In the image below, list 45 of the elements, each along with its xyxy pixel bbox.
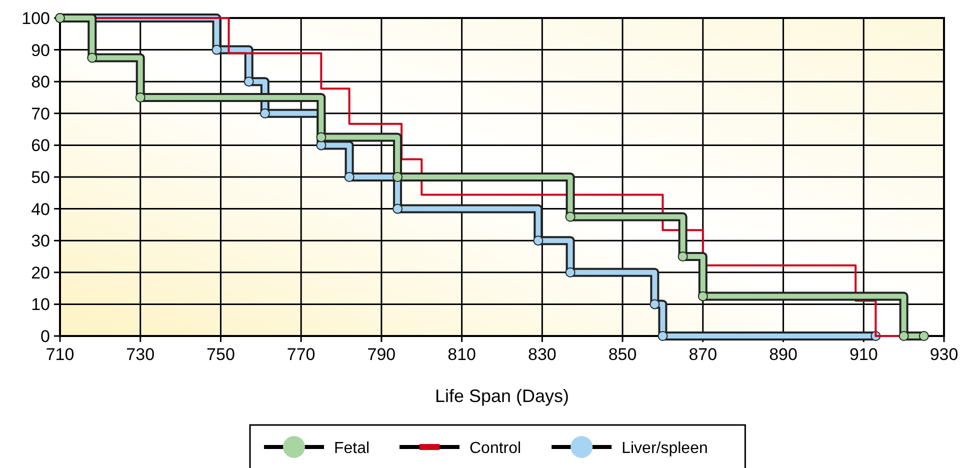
x-tick-label: 870 [688,345,718,364]
x-tick-label: 810 [448,345,476,364]
x-tick-label: 730 [126,345,155,364]
y-tick-label: 100 [22,9,50,28]
point [565,267,576,278]
x-tick-label: 910 [849,345,878,364]
y-tick-label: 30 [31,232,50,251]
point [533,236,544,246]
point [392,204,403,214]
point [87,52,98,63]
y-tick-label: 70 [31,104,50,124]
x-tick-label: 830 [528,345,556,364]
x-tick-label: 930 [930,345,958,364]
x-axis-title: Life Span (Days) [434,386,570,406]
point [898,331,909,341]
y-tick-label: 40 [31,200,50,219]
x-tick-label: 890 [769,345,798,364]
point [650,299,660,310]
x-tick-label: 750 [206,345,235,364]
point [678,252,688,262]
point [135,92,146,102]
point [658,331,668,341]
legend-label: Fetal [334,440,370,457]
point [698,291,708,302]
x-tick-label: 710 [46,345,74,364]
x-tick-label: 770 [286,345,316,364]
point [918,331,929,341]
y-tick-label: 0 [40,327,50,346]
point [344,172,354,182]
y-tick-label: 80 [31,72,50,92]
x-tick-label: 790 [367,345,396,364]
y-tick-label: 50 [31,168,50,187]
point [316,132,326,142]
point [212,44,222,55]
y-tick-label: 60 [31,136,50,156]
y-tick-label: 90 [31,40,50,60]
y-tick-label: 20 [31,263,50,282]
y-tick-label: 10 [31,295,50,314]
point [244,76,254,87]
point [565,212,576,222]
point [260,108,270,118]
point [392,172,403,182]
legend-label: Control [470,440,522,457]
legend-label: Liver/spleen [622,440,708,457]
x-tick-label: 850 [608,345,637,364]
